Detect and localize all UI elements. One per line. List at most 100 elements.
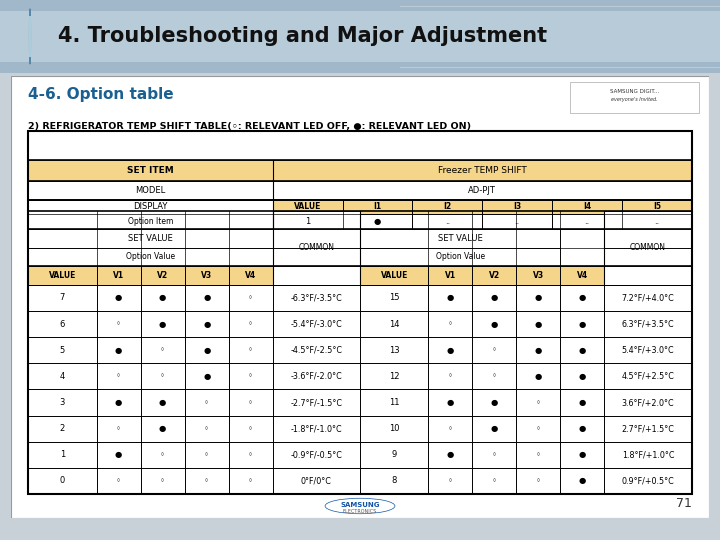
Bar [516,266,560,285]
Text: ◦: ◦ [160,450,165,460]
Bar [560,285,604,311]
Bar [472,363,516,389]
Bar [229,285,273,311]
Bar [428,266,472,285]
Text: ●: ● [115,450,122,460]
Text: ◦: ◦ [248,398,253,407]
Bar [560,468,604,494]
Bar [28,160,273,181]
Text: ●: ● [159,293,166,302]
Bar [140,416,184,442]
Text: -4.5°F/-2.5°C: -4.5°F/-2.5°C [290,346,342,355]
Text: ●: ● [535,320,542,329]
Bar [184,389,229,416]
Bar [28,442,96,468]
Bar [604,211,692,248]
Bar [229,442,273,468]
Bar [229,468,273,494]
Text: SET VALUE: SET VALUE [128,234,173,243]
Text: V3: V3 [533,271,544,280]
Text: I3: I3 [513,202,521,211]
Bar [96,416,140,442]
Text: ◦: ◦ [492,476,497,485]
Bar [516,468,560,494]
Bar [273,181,692,200]
Text: -3.6°F/-2.0°C: -3.6°F/-2.0°C [290,372,342,381]
Bar [360,337,428,363]
Bar [28,337,96,363]
Bar [273,311,360,337]
Bar [472,311,516,337]
Text: ◦: ◦ [248,450,253,460]
Text: 3: 3 [60,398,65,407]
Text: 4.5°F/+2.5°C: 4.5°F/+2.5°C [621,372,675,381]
Bar [472,468,516,494]
Bar [184,468,229,494]
Bar [140,266,184,285]
Bar [96,442,140,468]
Text: ●: ● [374,217,381,226]
Text: V4: V4 [577,271,588,280]
Bar [428,337,472,363]
Text: SET VALUE: SET VALUE [438,234,482,243]
Bar [273,160,692,181]
Text: ●: ● [203,293,210,302]
Bar [96,311,140,337]
Bar [273,363,360,389]
Bar [516,311,560,337]
Text: ●: ● [491,424,498,433]
Bar [96,285,140,311]
Text: ◦: ◦ [248,476,253,485]
Text: I2: I2 [444,202,451,211]
Bar [28,363,96,389]
Bar [140,442,184,468]
Text: 71: 71 [676,497,692,510]
Bar [184,285,229,311]
Bar [604,416,692,442]
Bar [604,389,692,416]
Text: ●: ● [115,398,122,407]
Text: V1: V1 [113,271,124,280]
Text: I1: I1 [374,202,382,211]
Bar [560,266,604,285]
Bar [96,468,140,494]
Bar [604,285,692,311]
Text: ◦: ◦ [448,372,453,381]
Text: 1: 1 [305,217,310,226]
Bar [229,416,273,442]
Bar [482,200,552,214]
Text: Option Item: Option Item [127,217,174,226]
Text: 9: 9 [392,450,397,460]
Text: Option Value: Option Value [436,252,485,261]
Text: 4-6. Option table: 4-6. Option table [28,86,174,102]
Bar [140,337,184,363]
Text: ●: ● [203,372,210,381]
Text: V4: V4 [245,271,256,280]
Bar [343,200,413,214]
Text: ◦: ◦ [116,372,121,381]
Text: 15: 15 [389,293,400,302]
Text: ◦: ◦ [248,372,253,381]
Bar [273,266,360,285]
Bar [472,389,516,416]
Bar [273,442,360,468]
Bar [273,200,343,214]
Bar [360,285,428,311]
Bar [472,442,516,468]
Text: ◦: ◦ [116,424,121,433]
Bar [273,337,360,363]
Text: ●: ● [491,320,498,329]
Bar [184,266,229,285]
Text: ◦: ◦ [448,320,453,329]
Bar [28,200,273,229]
Text: 14: 14 [389,320,400,329]
Text: everyone's Invited.: everyone's Invited. [611,97,658,103]
Text: ●: ● [535,346,542,355]
Bar [229,363,273,389]
Text: ..: .. [585,217,590,226]
Text: 0.9°F/+0.5°C: 0.9°F/+0.5°C [621,476,675,485]
Bar [28,181,273,200]
Bar [560,337,604,363]
Bar [96,363,140,389]
Bar [140,285,184,311]
